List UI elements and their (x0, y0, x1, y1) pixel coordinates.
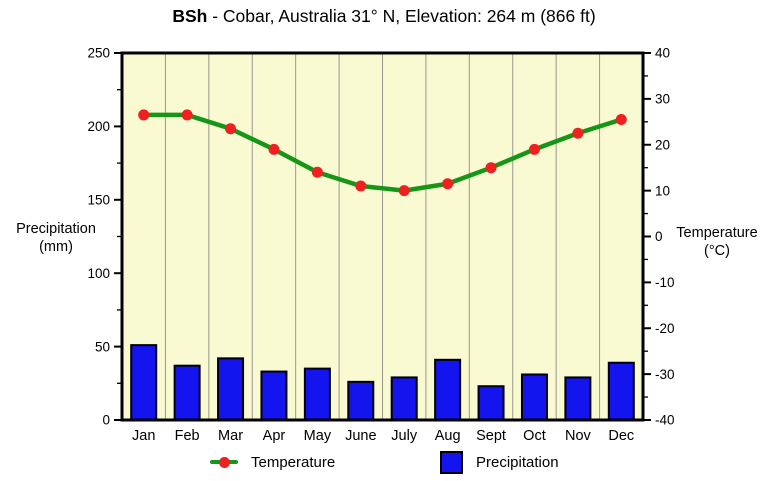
temperature-point (138, 109, 150, 121)
temperature-point (225, 123, 237, 135)
right-axis-label: Temperature (°C) (666, 224, 768, 260)
left-axis-tick-label: 100 (87, 266, 110, 281)
month-label: June (345, 428, 376, 444)
month-label: Sept (476, 428, 506, 444)
legend-item-temperature: Temperature (210, 450, 335, 474)
temperature-point (485, 162, 497, 174)
month-label: Nov (565, 428, 592, 444)
left-axis-tick-label: 200 (87, 119, 110, 134)
right-axis-tick-label: -10 (655, 275, 675, 290)
precipitation-bar (520, 373, 548, 422)
month-label: Jan (132, 428, 155, 444)
precipitation-bar (564, 376, 592, 422)
precipitation-swatch-icon (440, 450, 463, 474)
right-axis-tick-label: -20 (655, 321, 675, 336)
precipitation-bar (260, 370, 288, 421)
temperature-line-icon (210, 456, 238, 468)
month-label: Feb (175, 428, 200, 444)
chart-legend: Temperature Precipitation (0, 450, 768, 476)
month-label: Mar (218, 428, 243, 444)
temperature-point (181, 109, 193, 121)
precipitation-bar (434, 358, 462, 422)
month-label: May (304, 428, 332, 444)
legend-item-precipitation: Precipitation (440, 450, 559, 474)
month-label: Apr (263, 428, 286, 444)
right-axis-tick-label: 0 (655, 229, 663, 244)
page-title: BSh - Cobar, Australia 31° N, Elevation:… (0, 6, 768, 27)
temperature-point (572, 127, 584, 139)
temperature-line (141, 112, 624, 193)
left-axis-tick-label: 50 (95, 339, 110, 354)
temperature-point (311, 166, 323, 178)
left-axis-label-line2: (mm) (39, 239, 73, 255)
right-axis-label-line1: Temperature (676, 225, 758, 241)
temperature-point (615, 114, 627, 126)
right-axis-tick-label: 30 (655, 92, 670, 107)
left-axis-tick-label: 0 (102, 413, 110, 428)
temperature-point (442, 178, 454, 190)
right-axis-tick-label: -40 (655, 413, 675, 428)
precipitation-bar (477, 385, 505, 421)
temperature-point (355, 180, 367, 192)
right-axis-tick-label: 40 (655, 46, 670, 61)
temperature-point (398, 185, 410, 197)
precipitation-bar (347, 380, 375, 421)
left-axis-tick-label: 150 (87, 193, 110, 208)
left-axis-label-line1: Precipitation (16, 221, 96, 237)
left-axis-label: Precipitation (mm) (2, 220, 110, 256)
title-location-text: - Cobar, Australia 31° N, Elevation: 264… (207, 6, 596, 26)
temperature-point (268, 143, 280, 155)
precipitation-bar (607, 361, 635, 421)
right-axis-tick-label: -30 (655, 367, 675, 382)
month-label: Oct (523, 428, 546, 444)
temperature-point (528, 143, 540, 155)
right-axis-tick-label: 20 (655, 137, 670, 152)
left-axis-tick-label: 250 (87, 46, 110, 61)
precipitation-bar (303, 367, 331, 421)
precipitation-bar (173, 364, 201, 421)
right-axis-tick-label: 10 (655, 183, 670, 198)
month-label: Dec (608, 428, 634, 444)
precipitation-bar (390, 376, 418, 422)
title-climate-code: BSh (172, 6, 208, 26)
precipitation-bar (130, 344, 158, 421)
legend-temperature-label: Temperature (251, 453, 336, 471)
month-label: Aug (435, 428, 461, 444)
month-label: July (391, 428, 418, 444)
temperature-marker-icon (218, 456, 230, 468)
legend-precipitation-label: Precipitation (476, 453, 559, 471)
right-axis-label-line2: (°C) (704, 243, 730, 259)
precipitation-bar (217, 357, 245, 421)
